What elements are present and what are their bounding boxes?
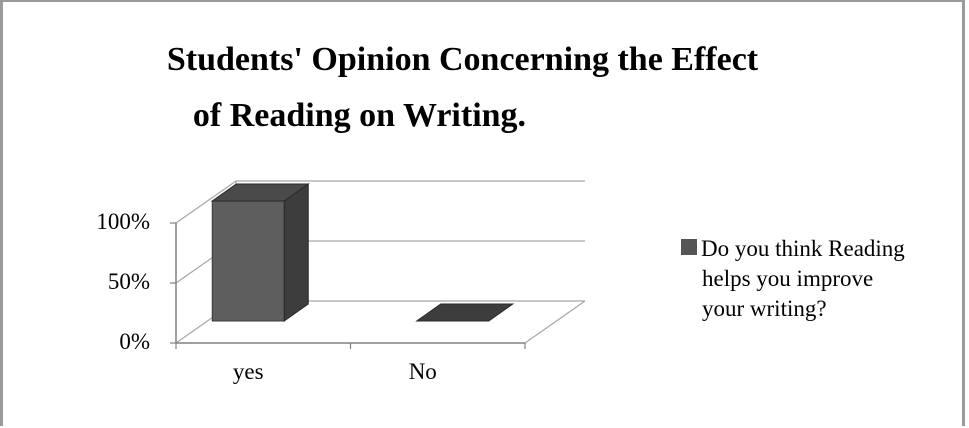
chart-title: Students' Opinion Concerning the Effect … [0, 32, 969, 144]
legend-label-line3: your writing? [702, 296, 827, 321]
y-tick-label: 50% [108, 269, 150, 294]
gridline-depth [175, 180, 237, 224]
x-tick-label: No [409, 359, 437, 384]
bar-front [211, 200, 285, 322]
x-tick-label: yes [233, 359, 264, 384]
floor-right-edge [524, 300, 586, 344]
legend-label-line2: helps you improve [702, 266, 874, 291]
legend-swatch [681, 239, 697, 255]
y-tick-label: 100% [96, 209, 150, 234]
bar-top [415, 303, 515, 322]
bar-top [210, 183, 310, 202]
chart-legend: Do you think Reading helps you improve y… [681, 234, 961, 324]
legend-entry: Do you think Reading [681, 236, 905, 261]
bar-side [283, 183, 309, 322]
chart-title-line1: Students' Opinion Concerning the Effect [166, 41, 759, 78]
chart-title-line2: of Reading on Writing. [192, 97, 527, 134]
legend-label-line1: Do you think Reading [701, 236, 905, 261]
y-tick-label: 0% [119, 329, 150, 354]
